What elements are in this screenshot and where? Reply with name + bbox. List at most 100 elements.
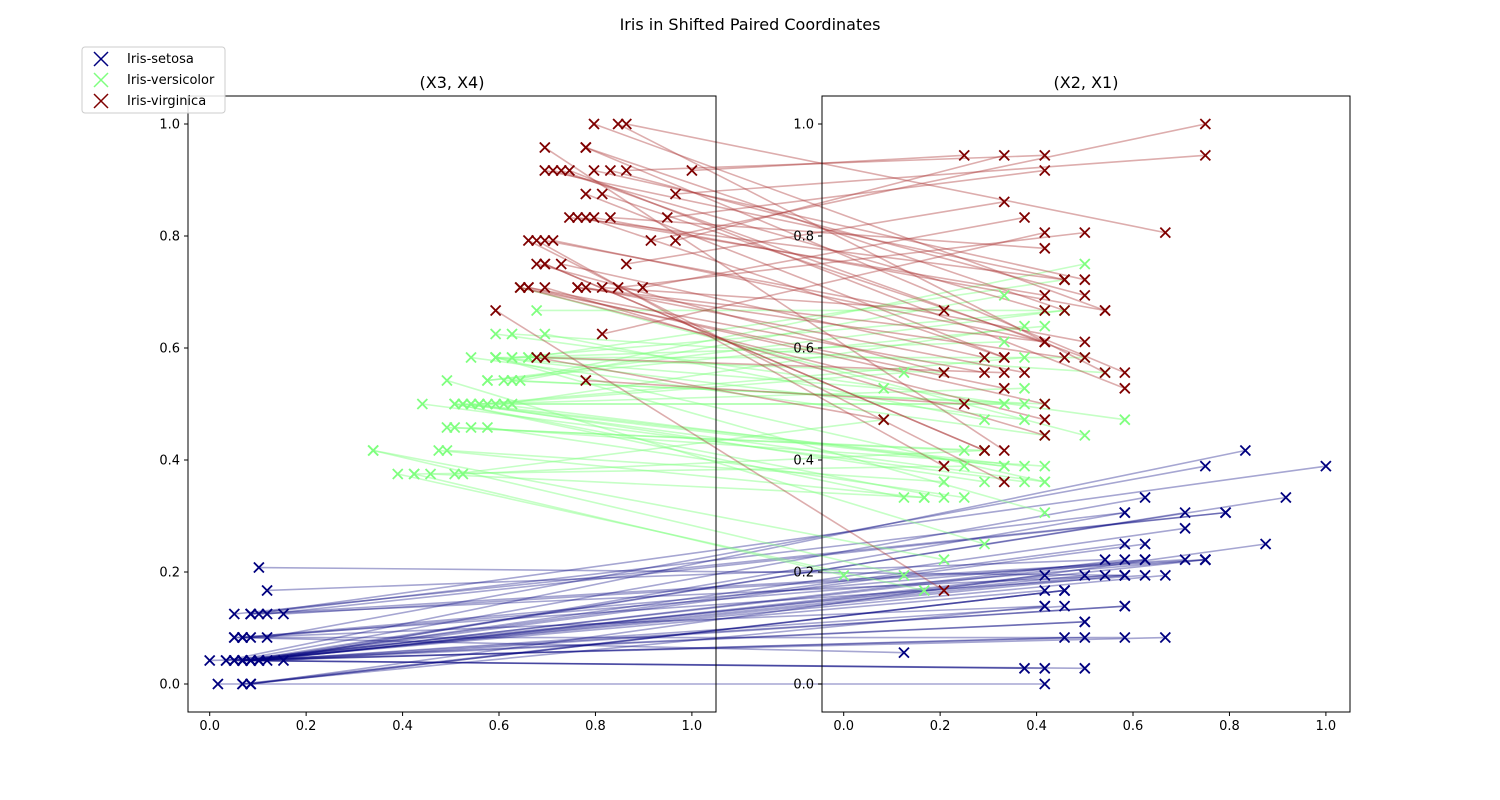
pair-link-iris-setosa — [242, 574, 1166, 662]
pair-link-iris-versicolor — [495, 356, 1045, 514]
pair-link-iris-virginica — [544, 239, 1085, 343]
pair-link-iris-virginica — [618, 231, 1085, 289]
marker-stroke — [498, 398, 510, 410]
marker-stroke — [498, 374, 510, 387]
y-tick-label: 1.0 — [159, 118, 180, 133]
pair-link-iris-versicolor — [454, 403, 905, 499]
marker-stroke — [1079, 616, 1091, 628]
marker-stroke — [1320, 460, 1332, 472]
point-right-iris-setosa — [1259, 538, 1272, 550]
point-right-iris-setosa — [1179, 507, 1191, 519]
point-left-iris-virginica — [645, 234, 657, 247]
point-left-iris-setosa — [228, 654, 240, 667]
point-left-iris-virginica — [637, 281, 649, 294]
marker-stroke — [1119, 554, 1131, 566]
marker-stroke — [457, 468, 469, 480]
point-left-iris-setosa — [253, 608, 265, 620]
point-left-iris-virginica — [571, 281, 584, 294]
point-left-iris-virginica — [547, 234, 559, 247]
marker-stroke — [539, 164, 551, 177]
point-right-iris-setosa — [1079, 616, 1091, 628]
marker-stroke — [1039, 662, 1051, 674]
point-right-iris-versicolor — [998, 460, 1010, 472]
marker-stroke — [661, 211, 673, 224]
point-right-iris-virginica — [1079, 274, 1091, 286]
point-right-iris-setosa — [1179, 554, 1191, 566]
point-right-iris-setosa — [1139, 538, 1151, 550]
marker-stroke — [522, 281, 535, 294]
marker-stroke — [938, 476, 950, 488]
marker-stroke — [506, 351, 518, 364]
pair-link-iris-setosa — [234, 511, 1226, 615]
marker-stroke — [236, 678, 249, 690]
point-right-iris-versicolor — [998, 398, 1010, 410]
point-right-iris-setosa — [1058, 631, 1071, 644]
pair-link-iris-setosa — [250, 511, 1186, 662]
pair-link-iris-versicolor — [512, 341, 1005, 359]
pair-link-iris-versicolor — [528, 278, 1065, 359]
marker-stroke — [1018, 398, 1031, 410]
marker-stroke — [1119, 507, 1131, 519]
marker-stroke — [998, 460, 1010, 472]
point-left-iris-versicolor — [441, 374, 453, 387]
marker-stroke — [1039, 227, 1051, 239]
point-left-iris-virginica — [539, 234, 551, 247]
marker-stroke — [1079, 274, 1091, 286]
marker-stroke — [938, 367, 950, 379]
marker-stroke — [1119, 631, 1131, 644]
pair-link-iris-versicolor — [454, 426, 965, 452]
pair-link-iris-virginica — [520, 286, 1005, 390]
point-right-iris-versicolor — [1039, 460, 1051, 472]
pair-link-iris-versicolor — [462, 403, 1005, 467]
y-tick-label: 0.0 — [159, 678, 180, 693]
x-tick-label: 0.2 — [296, 719, 317, 734]
pair-link-iris-setosa — [242, 589, 1045, 662]
marker-stroke — [530, 304, 543, 317]
point-left-iris-setosa — [277, 654, 290, 667]
marker-stroke — [898, 569, 910, 581]
point-right-iris-setosa — [1159, 569, 1171, 581]
x-tick-label: 0.0 — [833, 719, 854, 734]
pair-link-iris-versicolor — [454, 418, 884, 475]
marker-stroke — [571, 211, 584, 224]
pair-link-iris-versicolor — [470, 356, 1045, 437]
marker-stroke — [958, 398, 970, 410]
point-right-iris-virginica — [978, 367, 991, 379]
marker-stroke — [490, 328, 502, 340]
marker-stroke — [918, 584, 930, 597]
x-tick-label: 0.6 — [1123, 719, 1144, 734]
marker-stroke — [245, 631, 257, 644]
point-left-iris-versicolor — [367, 444, 379, 457]
marker-stroke — [898, 647, 910, 659]
point-right-iris-virginica — [1058, 351, 1071, 364]
pair-link-iris-virginica — [520, 286, 1045, 421]
pair-link-iris-setosa — [258, 605, 1065, 662]
pair-link-iris-setosa — [258, 574, 1045, 662]
pair-link-iris-virginica — [593, 123, 1106, 312]
legend-marker-iris-virginica — [93, 93, 109, 109]
pair-link-iris-versicolor — [495, 403, 1005, 467]
marker-stroke — [958, 444, 970, 457]
pair-link-iris-virginica — [585, 286, 1025, 374]
point-right-iris-versicolor — [898, 367, 910, 379]
pair-link-iris-virginica — [577, 286, 1045, 343]
marker-stroke — [978, 414, 991, 426]
point-right-iris-virginica — [1058, 304, 1071, 317]
marker-stroke — [998, 351, 1010, 364]
marker-stroke — [506, 398, 518, 410]
point-right-iris-setosa — [1320, 460, 1332, 472]
marker-stroke — [1119, 538, 1131, 550]
point-right-iris-virginica — [958, 149, 970, 161]
pair-link-iris-setosa — [242, 636, 1085, 662]
panel-frame — [187, 95, 717, 713]
marker-stroke — [261, 584, 273, 597]
point-right-iris-versicolor — [1018, 398, 1031, 410]
point-left-iris-virginica — [539, 281, 551, 294]
x-tick-label: 1.0 — [682, 719, 703, 734]
point-right-iris-versicolor — [838, 569, 850, 581]
point-left-iris-setosa — [261, 608, 273, 620]
point-left-iris-versicolor — [465, 398, 477, 410]
marker-stroke — [563, 164, 576, 177]
pair-link-iris-setosa — [234, 574, 1146, 639]
